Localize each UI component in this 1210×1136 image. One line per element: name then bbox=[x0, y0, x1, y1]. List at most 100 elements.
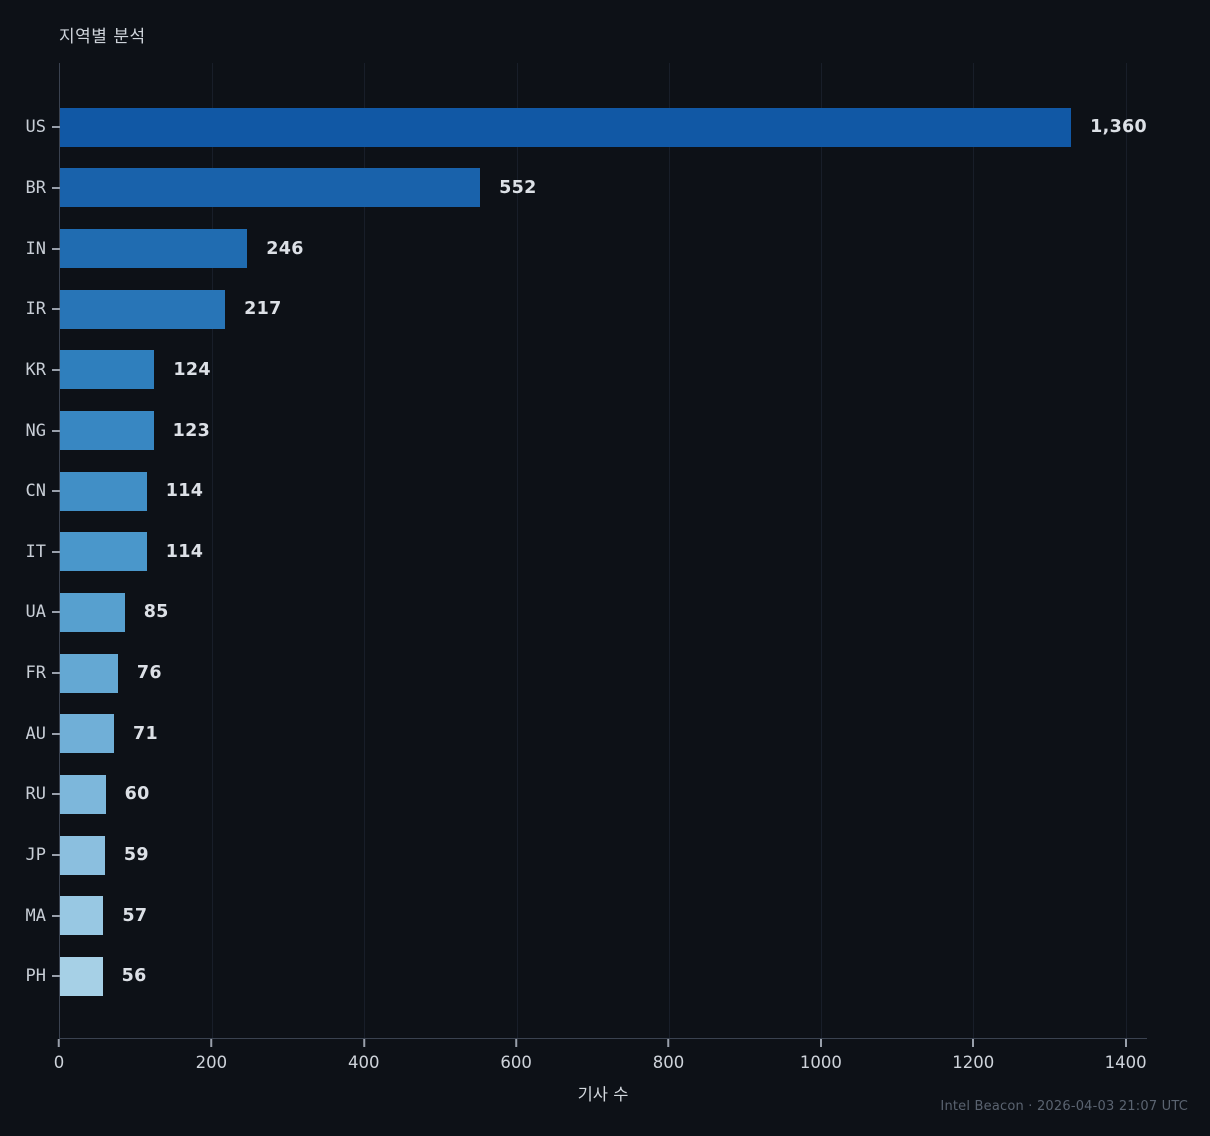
category-label: US bbox=[25, 117, 46, 138]
x-tick-mark bbox=[362, 1039, 365, 1047]
x-tick-label: 1400 bbox=[1104, 1053, 1147, 1072]
x-tick-label: 1200 bbox=[952, 1053, 995, 1072]
bar-row: IN 246 bbox=[26, 218, 1147, 279]
y-tick-mark bbox=[52, 793, 60, 796]
x-tick-mark bbox=[1124, 1039, 1127, 1047]
category-label: AU bbox=[25, 723, 46, 744]
bar-row: MA 57 bbox=[26, 885, 1147, 946]
category-label: UA bbox=[25, 602, 46, 623]
bar-row: AU 71 bbox=[26, 703, 1147, 764]
bar-ng bbox=[60, 411, 154, 451]
bar-row: BR 552 bbox=[26, 158, 1147, 219]
bar-row: FR 76 bbox=[26, 643, 1147, 704]
y-tick-mark bbox=[52, 186, 60, 189]
x-tick-mark bbox=[210, 1039, 213, 1047]
category-label: IN bbox=[25, 238, 46, 259]
bar-row: RU 60 bbox=[26, 764, 1147, 825]
x-tick-800: 800 bbox=[652, 1039, 685, 1072]
bar-cn bbox=[60, 471, 147, 511]
value-label: 60 bbox=[124, 784, 150, 805]
bar-jp bbox=[60, 835, 105, 875]
y-tick-mark bbox=[52, 611, 60, 614]
value-label: 246 bbox=[266, 238, 304, 259]
x-tick-mark bbox=[819, 1039, 822, 1047]
x-tick-label: 400 bbox=[348, 1053, 380, 1072]
bar-fr bbox=[60, 653, 118, 693]
x-tick-200: 200 bbox=[195, 1039, 228, 1072]
category-label: IR bbox=[25, 299, 46, 320]
category-label: IT bbox=[25, 541, 46, 562]
value-label: 217 bbox=[244, 299, 282, 320]
bar-ua bbox=[60, 592, 125, 632]
x-tick-mark bbox=[515, 1039, 518, 1047]
y-tick-mark bbox=[52, 550, 60, 553]
y-tick-mark bbox=[52, 672, 60, 675]
y-tick-mark bbox=[52, 247, 60, 250]
value-label: 114 bbox=[165, 541, 204, 562]
x-tick-label: 600 bbox=[500, 1053, 532, 1072]
category-label: JP bbox=[25, 845, 46, 865]
x-tick-0: 0 bbox=[53, 1039, 65, 1072]
y-tick-mark bbox=[52, 914, 60, 917]
plot-area: US 1,360 BR 552 IN 246 IR 217 KR 124 NG 123 CN 114 IT 1… bbox=[26, 63, 1147, 1039]
bar-row: IR 217 bbox=[26, 279, 1147, 340]
bar-ph bbox=[60, 956, 103, 996]
x-axis-label: 기사 수 bbox=[577, 1085, 629, 1104]
y-tick-mark bbox=[52, 429, 60, 432]
category-label: PH bbox=[25, 966, 46, 987]
y-tick-mark bbox=[52, 368, 60, 371]
category-label: RU bbox=[25, 784, 46, 805]
value-label: 123 bbox=[172, 420, 211, 441]
y-tick-mark bbox=[52, 308, 60, 311]
y-tick-mark bbox=[52, 126, 60, 129]
value-label: 59 bbox=[123, 845, 149, 865]
bar-row: KR 124 bbox=[26, 340, 1147, 401]
bar-row: PH 56 bbox=[26, 946, 1147, 1007]
value-label: 552 bbox=[499, 177, 537, 198]
value-label: 71 bbox=[133, 723, 158, 744]
category-label: BR bbox=[25, 177, 46, 198]
x-axis: 0 200 400 600 800 1000 1200 1400 bbox=[54, 1039, 1147, 1079]
gridline-x200 bbox=[212, 63, 214, 1038]
gridline-x1200 bbox=[973, 63, 975, 1038]
value-label: 57 bbox=[122, 905, 148, 926]
bar-kr bbox=[60, 350, 155, 390]
x-tick-label: 0 bbox=[53, 1053, 65, 1072]
bar-in bbox=[60, 229, 248, 269]
x-tick-mark bbox=[972, 1039, 975, 1047]
value-label: 76 bbox=[136, 663, 162, 684]
category-label: MA bbox=[25, 905, 46, 926]
y-tick-mark bbox=[52, 732, 60, 735]
value-label: 85 bbox=[143, 602, 169, 623]
bar-it bbox=[60, 532, 147, 572]
gridline-x1400 bbox=[1125, 63, 1127, 1038]
bar-rows: US 1,360 BR 552 IN 246 IR 217 KR 124 NG 123 CN 114 IT 1… bbox=[26, 63, 1147, 1038]
bar-row: CN 114 bbox=[26, 461, 1147, 522]
y-tick-mark bbox=[52, 975, 60, 978]
gridline-x800 bbox=[668, 63, 670, 1038]
bar-au bbox=[60, 714, 115, 754]
bar-row: US 1,360 bbox=[26, 97, 1147, 158]
bar-row: UA 85 bbox=[26, 582, 1147, 643]
value-label: 56 bbox=[121, 966, 147, 987]
category-label: NG bbox=[25, 420, 46, 441]
y-tick-mark bbox=[52, 490, 60, 493]
x-tick-400: 400 bbox=[348, 1039, 380, 1072]
bar-ir bbox=[60, 289, 226, 329]
x-tick-1000: 1000 bbox=[800, 1039, 842, 1072]
chart-title: 지역별 분석 bbox=[59, 27, 146, 47]
value-label: 1,360 bbox=[1090, 117, 1147, 138]
x-tick-label: 1000 bbox=[799, 1053, 842, 1072]
bar-ma bbox=[60, 896, 104, 936]
bar-us bbox=[60, 107, 1072, 147]
x-tick-1200: 1200 bbox=[952, 1039, 994, 1072]
value-label: 114 bbox=[165, 481, 204, 502]
gridline-x1000 bbox=[821, 63, 823, 1038]
x-tick-label: 800 bbox=[652, 1053, 685, 1072]
bar-br bbox=[60, 168, 481, 208]
x-tick-label: 200 bbox=[195, 1053, 228, 1072]
gridline-x600 bbox=[516, 63, 518, 1038]
category-label: KR bbox=[25, 359, 46, 380]
bar-ru bbox=[60, 774, 106, 814]
bar-row: JP 59 bbox=[26, 825, 1147, 886]
